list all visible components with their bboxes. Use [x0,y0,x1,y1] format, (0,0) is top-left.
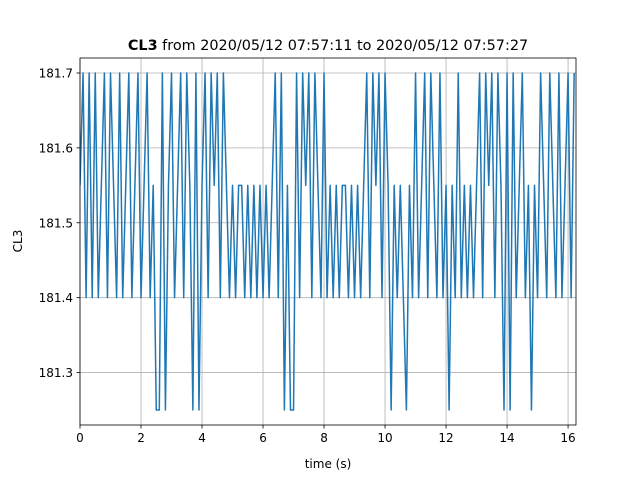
x-tick-label: 10 [377,431,392,445]
x-tick-label: 8 [320,431,328,445]
y-tick-label: 181.3 [39,366,73,380]
y-tick-label: 181.4 [39,291,73,305]
x-tick-label: 4 [198,431,206,445]
title-name: CL3 [128,38,158,54]
y-axis-label: CL3 [11,230,25,253]
x-tick-label: 12 [438,431,453,445]
x-tick-label: 2 [137,431,145,445]
y-tick-label: 181.7 [39,66,73,80]
chart-title: CL3 from 2020/05/12 07:57:11 to 2020/05/… [128,38,528,54]
y-tick-label: 181.6 [39,141,73,155]
title-rest: from 2020/05/12 07:57:11 to 2020/05/12 0… [162,38,528,54]
y-tick-label: 181.5 [39,216,73,230]
x-tick-label: 0 [76,431,84,445]
x-tick-label: 6 [259,431,267,445]
data-line [80,72,575,411]
axes-frame [79,57,577,426]
x-axis-label: time (s) [305,457,352,471]
x-tick-label: 14 [499,431,514,445]
plot-area [80,72,575,411]
x-tick-label: 16 [560,431,575,445]
